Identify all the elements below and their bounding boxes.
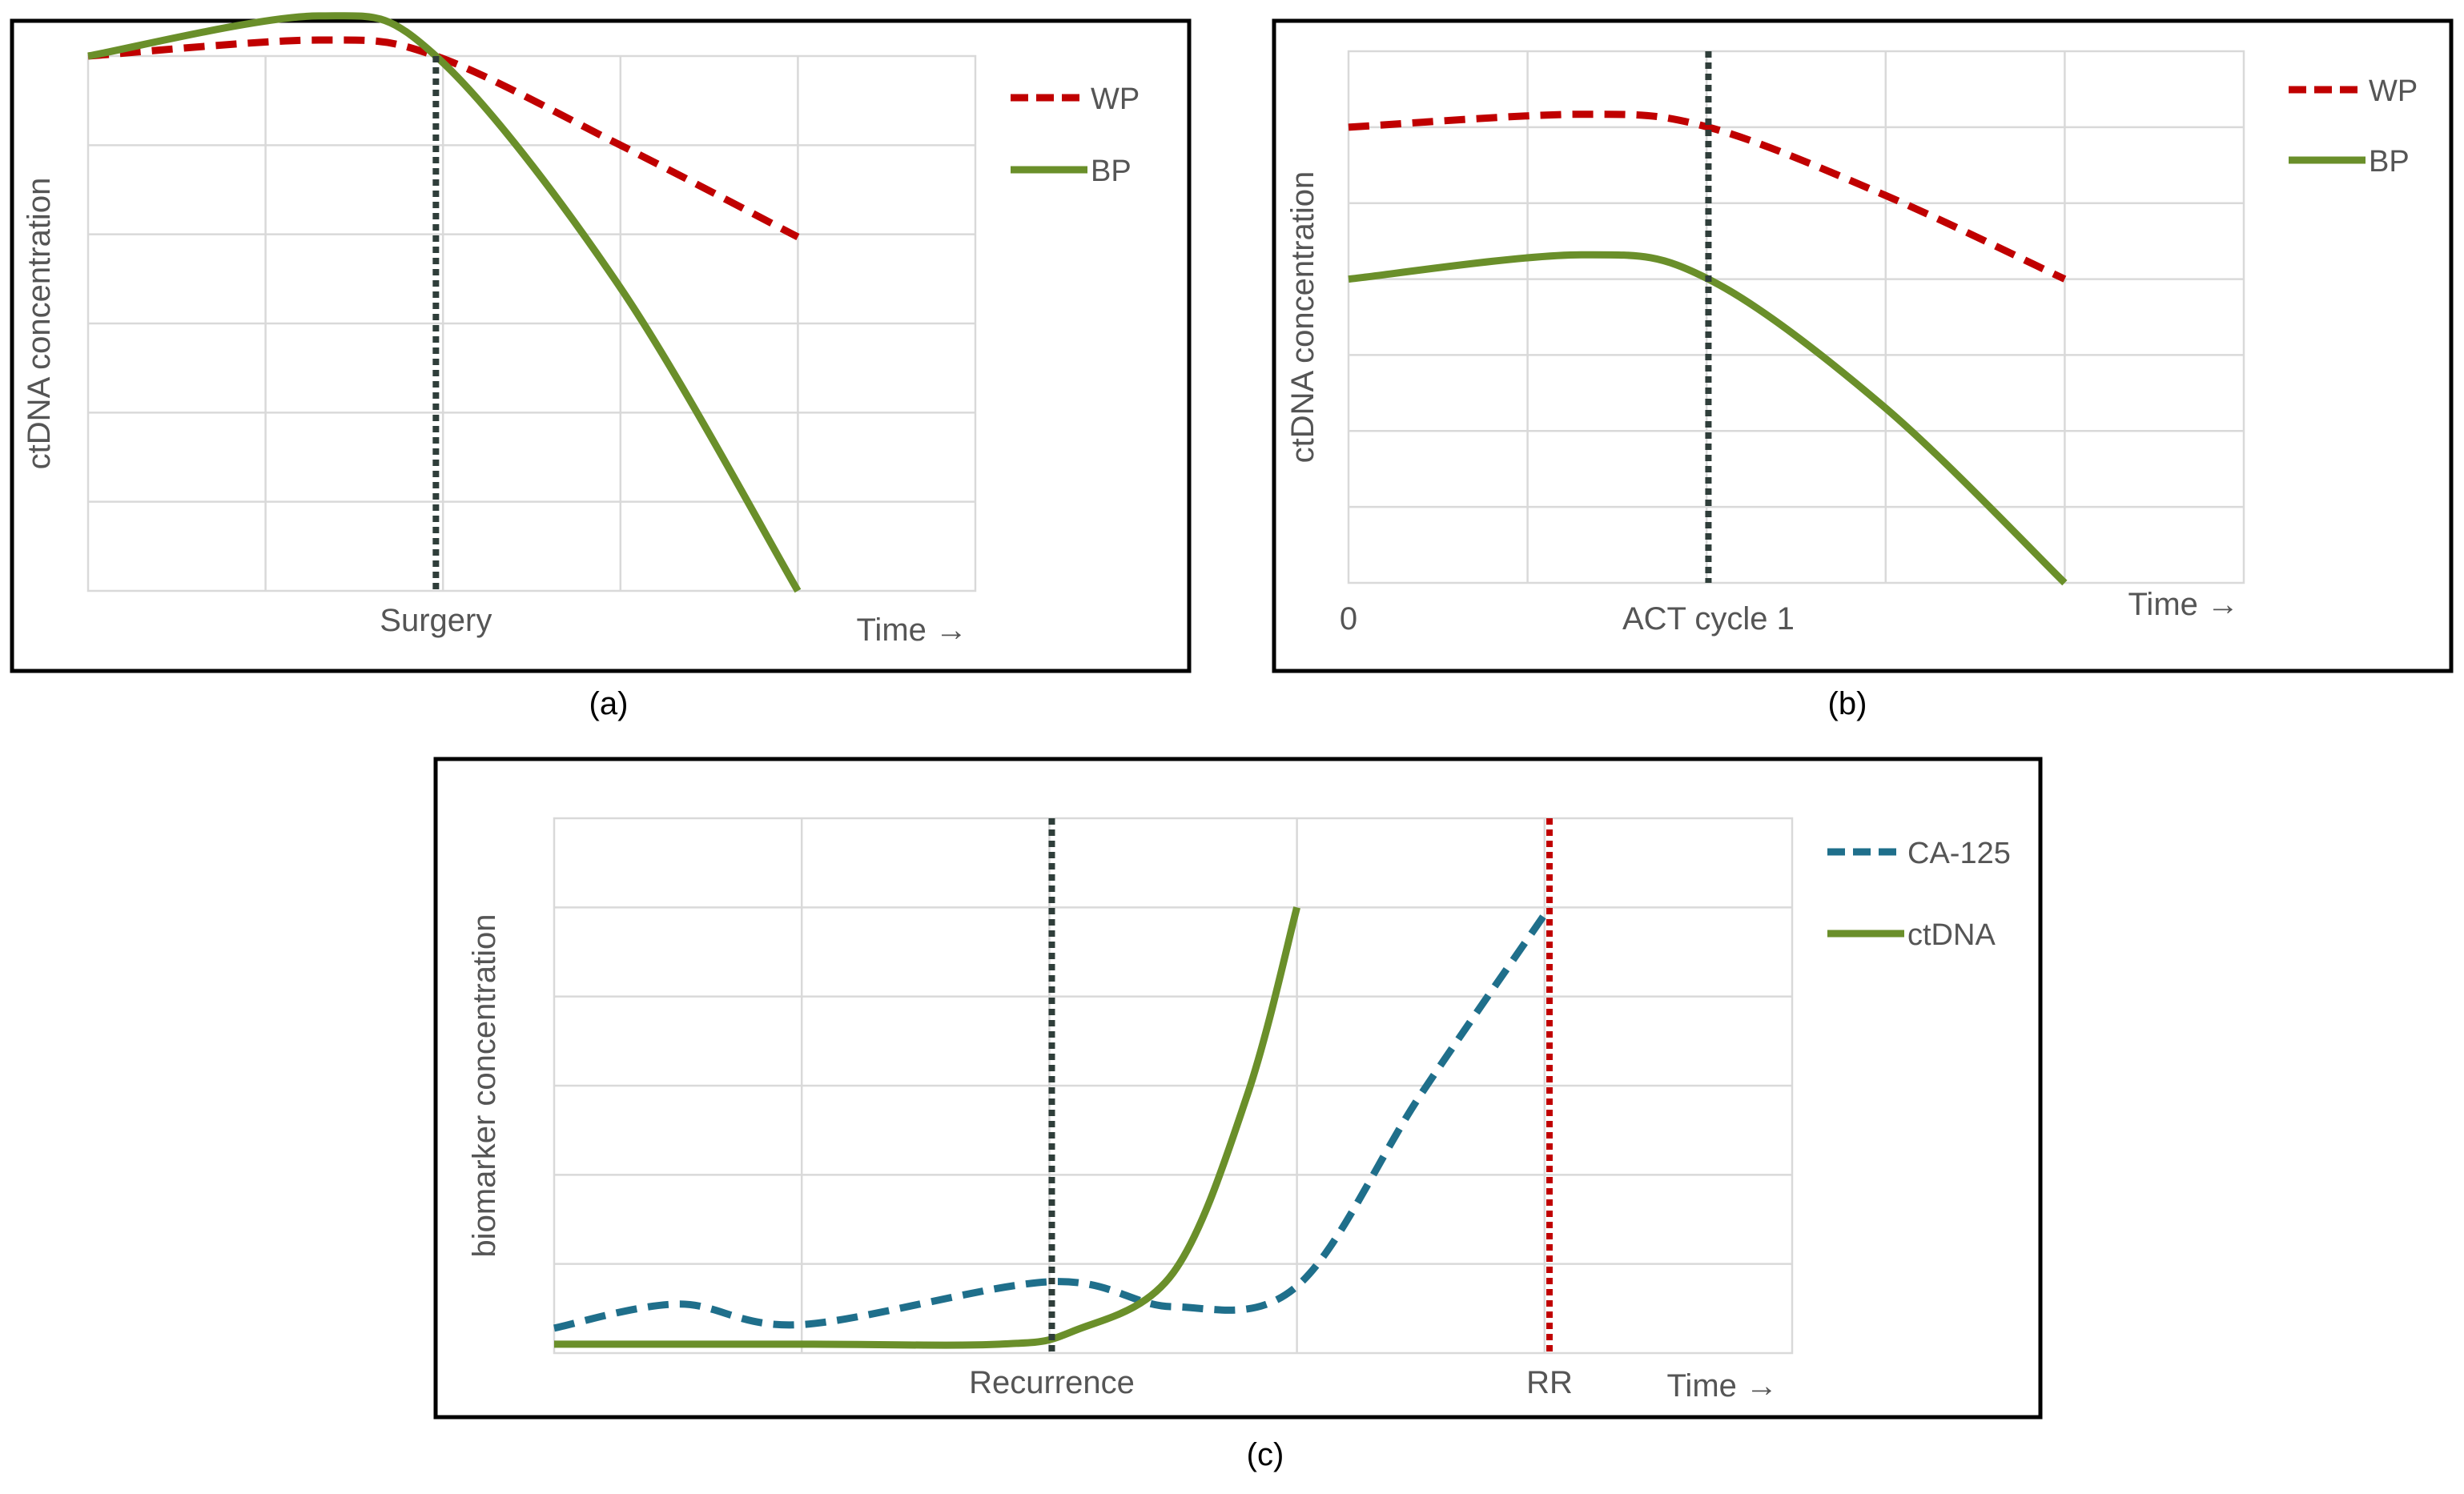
series-line-ctdna <box>554 906 1300 1349</box>
x-axis-label: Time → <box>2128 587 2239 622</box>
legend-label-ctdna: ctDNA <box>1907 918 1996 952</box>
legend-label-wp: WP <box>1091 82 1140 116</box>
series-line-bp <box>1348 251 2068 586</box>
chart-c: biomarker concentration Time → Recurrence R… <box>467 817 2011 1404</box>
chart-b: ctDNA concentration Time → 0 ACT cycle 1 WP B… <box>1285 50 2418 637</box>
legend-label-ca-125: CA-125 <box>1907 837 2011 870</box>
y-axis-label: ctDNA concentration <box>1285 171 1320 464</box>
caption-b: (b) <box>1828 686 1867 721</box>
panel-b-frame <box>1272 18 2454 673</box>
vertical-marker-label: Recurrence <box>969 1365 1135 1400</box>
gridlines <box>88 56 975 591</box>
chart-a: ctDNA concentration Time → Surgery WP BP <box>22 12 1140 648</box>
vertical-marker-label: ACT cycle 1 <box>1622 601 1795 637</box>
y-axis-label: biomarker concentration <box>467 914 502 1257</box>
plot-area-border <box>1347 50 2245 584</box>
x-axis-label: Time → <box>1666 1368 1778 1404</box>
caption-a: (a) <box>589 686 629 721</box>
gridlines <box>554 818 1792 1353</box>
legend-label-bp: BP <box>2369 145 2410 179</box>
series-line-ca-125 <box>553 905 1553 1332</box>
plot-area-border <box>86 54 977 592</box>
x-tick-label: 0 <box>1340 601 1357 637</box>
vertical-marker-label: RR <box>1526 1365 1573 1400</box>
panel-c-frame <box>433 757 2043 1420</box>
caption-c: (c) <box>1247 1437 1284 1472</box>
gridlines <box>1349 51 2244 583</box>
series-line-bp <box>87 12 802 593</box>
series-line-wp <box>1348 110 2067 283</box>
y-axis-label: ctDNA concentration <box>22 178 57 470</box>
legend-label-bp: BP <box>1091 155 1132 188</box>
vertical-marker-label: Surgery <box>380 603 492 638</box>
plot-area-border <box>553 817 1794 1355</box>
series-line-wp <box>87 36 800 240</box>
legend-label-wp: WP <box>2369 74 2418 108</box>
x-axis-label: Time → <box>856 612 967 648</box>
panel-a-frame <box>10 18 1192 673</box>
